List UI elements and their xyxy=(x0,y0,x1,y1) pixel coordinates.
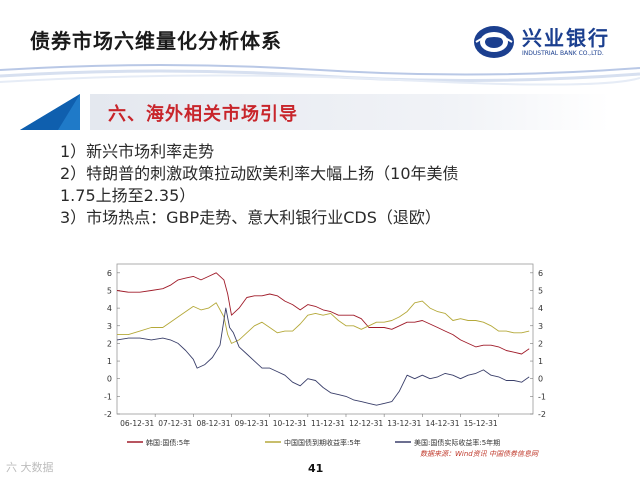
y-right-tick-label: 1 xyxy=(538,357,543,366)
x-tick-label: 14-12-31 xyxy=(425,419,459,428)
logo-english-text: INDUSTRIAL BANK CO.,LTD. xyxy=(522,50,604,57)
series-line-1 xyxy=(116,272,530,355)
y-left-tick-label: 3 xyxy=(107,322,112,331)
y-right-tick-label: -1 xyxy=(538,392,546,401)
header-wave-band xyxy=(0,64,640,86)
x-tick-label: 13-12-31 xyxy=(387,419,421,428)
page-number: 41 xyxy=(308,462,324,475)
legend-label: 美国:国债实际收益率:5年期 xyxy=(414,438,500,447)
x-tick-label: 08-12-31 xyxy=(196,419,230,428)
y-right-tick-label: 3 xyxy=(538,322,543,331)
y-right-tick-label: 5 xyxy=(538,286,543,295)
bullet-item: 3）市场热点：GBP走势、意大利银行业CDS（退欧） xyxy=(60,208,441,227)
x-tick-label: 10-12-31 xyxy=(273,419,307,428)
bullet-item: 1.75上扬至2.35） xyxy=(60,186,196,205)
section-banner xyxy=(20,94,610,130)
x-tick-label: 09-12-31 xyxy=(235,419,269,428)
legend-label: 中国国债到期收益率:5年 xyxy=(284,438,361,447)
chart-source-note: 数据来源：Wind资讯 中国债券信息网 xyxy=(420,450,538,458)
logo-mark-icon xyxy=(474,26,514,58)
y-left-tick-label: 4 xyxy=(107,304,112,313)
legend-label: 韩国:国债:5年 xyxy=(146,438,190,447)
section-title: 六、海外相关市场引导 xyxy=(108,104,298,125)
y-left-tick-label: -1 xyxy=(104,392,112,401)
x-tick-label: 07-12-31 xyxy=(158,419,192,428)
bullet-item: 1）新兴市场利率走势 xyxy=(60,142,215,161)
slide-title: 债券市场六维量化分析体系 xyxy=(30,29,282,53)
bullet-item: 2）特朗普的刺激政策拉动欧美利率大幅上扬（10年美债 xyxy=(60,164,459,183)
x-tick-label: 15-12-31 xyxy=(464,419,498,428)
y-right-tick-label: 0 xyxy=(538,375,543,384)
y-left-tick-label: -2 xyxy=(104,410,112,419)
y-left-tick-label: 2 xyxy=(107,339,112,348)
yield-line-chart: 6 5 4 3 2 1 0 -1 -2 6 5 4 3 2 1 0 -1 -2 06-12-31 07-12-31 08… xyxy=(104,263,546,447)
x-tick-label: 11-12-31 xyxy=(311,419,345,428)
series-line-3 xyxy=(116,307,530,406)
y-left-tick-label: 1 xyxy=(107,357,112,366)
x-tick-label: 12-12-31 xyxy=(349,419,383,428)
y-right-tick-label: -2 xyxy=(538,410,546,419)
logo-chinese-text: 兴业银行 xyxy=(522,26,610,50)
y-left-tick-label: 5 xyxy=(107,286,112,295)
y-right-tick-label: 4 xyxy=(538,304,543,313)
plot-frame xyxy=(116,263,534,415)
y-right-tick-label: 2 xyxy=(538,339,543,348)
y-left-tick-label: 0 xyxy=(107,375,112,384)
y-left-tick-label: 6 xyxy=(107,269,112,278)
x-tick-label: 06-12-31 xyxy=(120,419,154,428)
bullet-list: 1）新兴市场利率走势 2）特朗普的刺激政策拉动欧美利率大幅上扬（10年美债 1.… xyxy=(60,141,620,229)
series-line-2 xyxy=(117,300,530,344)
watermark-text: 六 大数据 xyxy=(6,461,54,474)
bank-logo: 兴业银行 INDUSTRIAL BANK CO.,LTD. xyxy=(472,18,612,68)
y-right-tick-label: 6 xyxy=(538,269,543,278)
